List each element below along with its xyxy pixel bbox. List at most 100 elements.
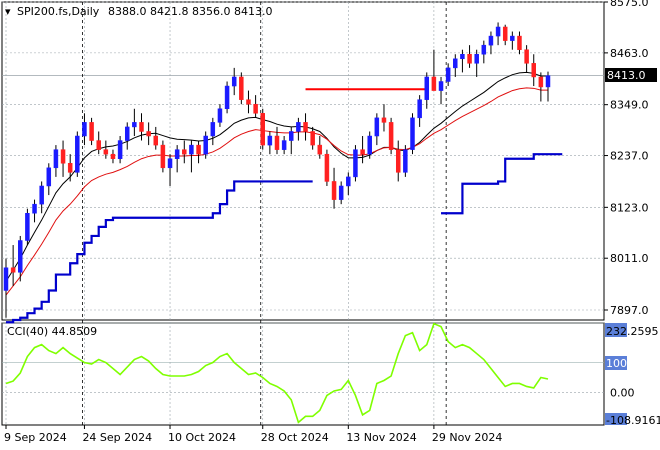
ema-fast-line [5,71,548,282]
candle [367,131,372,159]
candle-body [488,35,494,46]
candle [424,72,430,109]
candle-body [346,176,351,187]
candle-body [189,144,194,155]
candle-body [531,63,536,78]
candle-body [410,117,415,150]
candle-body [367,135,372,155]
candle-body [517,35,522,50]
candle [317,136,323,159]
stop-line-series [6,153,563,324]
candlestick-series [3,22,551,318]
candle [538,72,544,102]
cci-line [5,322,549,424]
candle [224,81,230,114]
candle-body [281,140,287,150]
candle-body [96,140,101,150]
candle-body [545,75,551,88]
candle-body [303,122,308,132]
y-tick-label: 8011.0 [610,252,649,265]
candle [75,131,80,177]
candle-body [246,99,251,105]
candle-body [481,44,487,55]
candle-body [502,26,508,41]
candle-body [467,53,472,64]
candle-body [474,53,479,64]
candle [174,145,180,173]
candle-body [196,144,201,155]
candle [338,181,344,205]
candle [110,149,116,164]
candle [381,104,387,132]
candle [196,140,201,164]
candle [410,113,415,155]
candle-body [103,149,109,155]
candle-body [67,163,73,173]
candle [453,54,458,77]
candle [431,49,437,91]
candle-body [217,108,223,123]
candle [18,235,23,282]
candle-body [417,99,422,119]
candle-body [431,76,437,91]
candle [331,167,337,209]
candle-body [253,103,258,114]
candle-body [75,135,80,173]
candle-body [182,149,187,155]
ohlc-label: 8388.0 8421.8 8356.0 8413.0 [108,5,272,18]
candle-body [239,76,244,100]
candle-body [374,117,380,137]
candle [32,199,37,223]
cci-badge-bottom: -108.9161 [605,413,660,427]
candle-body [132,122,137,128]
candle [467,45,472,68]
cci-badge-mid: 100 [605,356,627,370]
candle [495,22,501,46]
candle-body [39,185,44,205]
cci-tick-label: 0.00 [610,386,635,399]
x-tick-label: 29 Nov 2024 [432,431,502,444]
candle [474,49,479,77]
candle [89,117,94,146]
candle-body [231,76,237,87]
date-axis: 9 Sep 2024 24 Sep 2024 10 Oct 2024 28 Oct 2… [4,425,502,444]
candle-body [60,149,66,164]
candle [253,95,258,118]
candle [374,113,380,146]
candle [438,76,444,105]
cci-badge-bottom-value: -108.9161 [606,414,660,427]
candle-body [224,85,230,110]
x-tick-label: 10 Oct 2024 [168,431,236,444]
candle-body [267,135,273,146]
cci-badge-top: 232.2595 [605,323,659,338]
candle [39,181,44,214]
candle-body [324,153,330,182]
candle-body [395,149,401,173]
current-price-value: 8413.0 [607,69,646,82]
candle-body [317,144,323,155]
candle-body [117,140,123,159]
candle-body [174,149,180,159]
candle-body [153,135,159,146]
candle [124,122,130,150]
candle [67,154,73,182]
candle-body [10,267,16,273]
candle [481,40,487,64]
candle [289,126,294,155]
candle [96,131,101,155]
candle [502,24,508,46]
candle [303,113,308,141]
candle [281,136,287,155]
candle-body [460,53,465,60]
candle [267,131,273,155]
y-tick-label: 7897.0 [610,304,649,317]
candle [53,145,59,177]
candle [217,104,223,127]
stop-line [441,153,563,215]
candle [460,49,465,73]
candle-body [445,67,451,82]
candle-body [53,149,59,169]
candle-body [25,212,30,241]
candle-body [274,135,280,150]
